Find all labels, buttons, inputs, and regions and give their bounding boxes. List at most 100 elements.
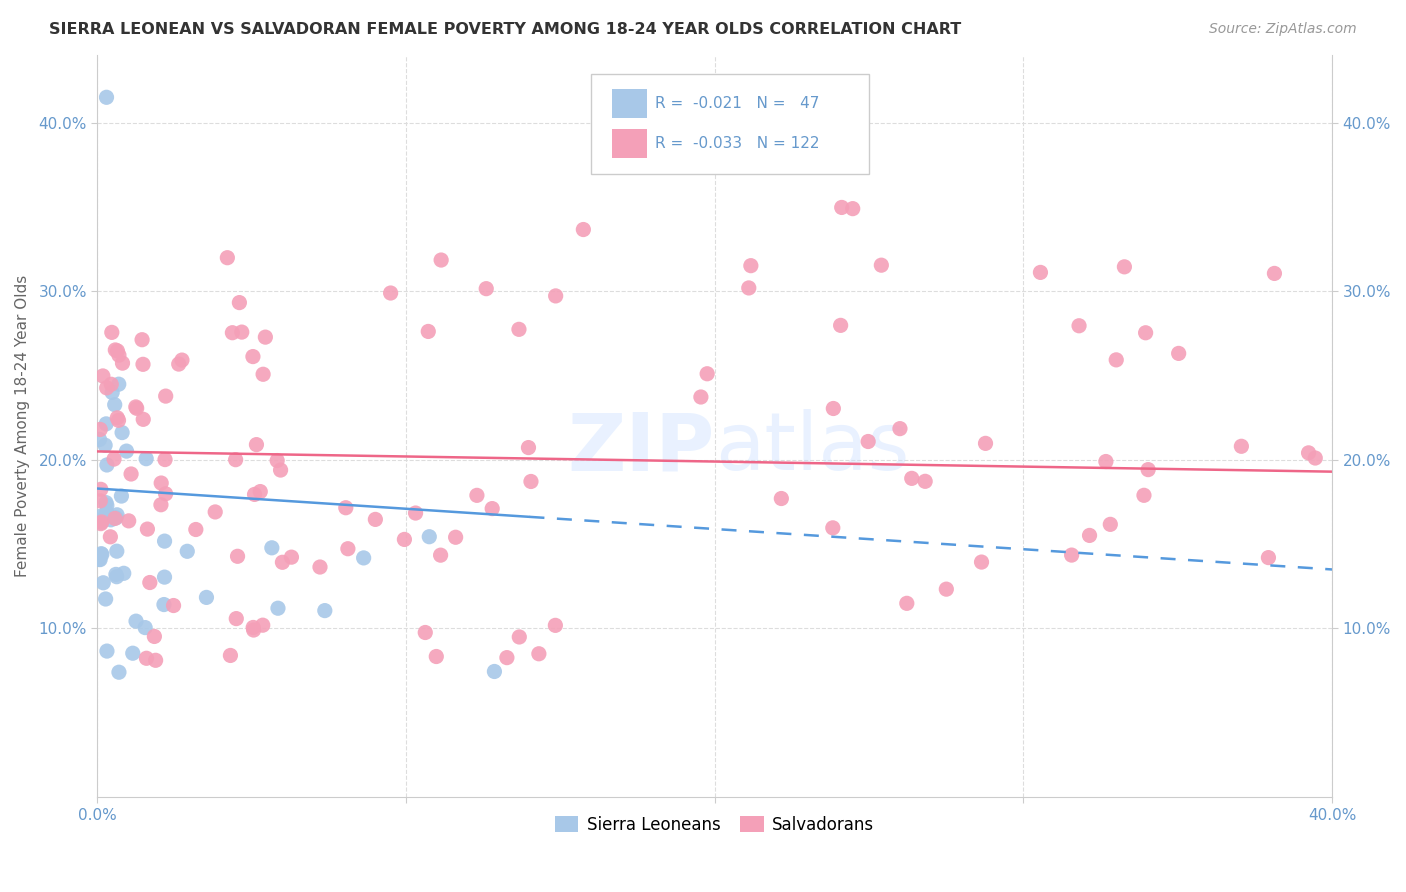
Point (740, 259, 762, 273)
Point (89, 494, 111, 508)
Point (94, 417, 117, 431)
Point (153, 598, 176, 612)
Point (252, 618, 274, 632)
Point (394, 533, 416, 547)
Point (111, 425, 134, 440)
Point (823, 401, 845, 416)
Point (242, 350, 264, 364)
Point (115, 444, 138, 458)
Point (418, 325, 440, 339)
Point (125, 614, 148, 628)
Point (132, 412, 155, 426)
Point (271, 555, 294, 569)
Point (249, 484, 271, 499)
Point (475, 282, 498, 296)
Point (1263, 267, 1285, 281)
Point (225, 612, 247, 626)
Point (544, 618, 567, 632)
Point (444, 530, 467, 544)
Point (520, 475, 543, 489)
Point (1230, 439, 1253, 453)
Point (167, 357, 190, 371)
Point (104, 398, 127, 412)
Point (135, 451, 157, 466)
Point (101, 326, 124, 340)
Point (481, 501, 503, 516)
Point (94, 508, 117, 523)
Point (96, 90, 118, 104)
Point (413, 625, 436, 640)
Point (136, 522, 159, 536)
Text: ZIP: ZIP (568, 409, 714, 487)
Point (280, 550, 302, 565)
Point (149, 498, 172, 512)
Point (90, 516, 112, 531)
Point (336, 541, 359, 556)
Point (101, 385, 124, 400)
Text: Source: ZipAtlas.com: Source: ZipAtlas.com (1209, 22, 1357, 37)
Point (314, 604, 336, 618)
Point (103, 452, 125, 467)
Point (108, 348, 131, 362)
Point (132, 357, 155, 371)
Point (243, 487, 266, 501)
Point (841, 202, 863, 216)
Point (738, 281, 761, 295)
Point (125, 401, 148, 416)
Point (145, 653, 167, 667)
Point (111, 356, 134, 370)
Point (90, 483, 112, 497)
Point (1099, 517, 1122, 532)
Point (696, 367, 718, 381)
Point (107, 377, 129, 392)
Point (96, 644, 118, 658)
Point (90, 516, 112, 530)
Point (107, 413, 129, 427)
Point (889, 422, 911, 436)
Point (1029, 265, 1052, 279)
Point (418, 530, 440, 544)
Point (1067, 318, 1090, 333)
Point (896, 596, 918, 610)
Point (89, 552, 111, 566)
Point (935, 582, 957, 596)
Point (242, 623, 264, 637)
Point (104, 343, 127, 357)
Legend: Sierra Leoneans, Salvadorans: Sierra Leoneans, Salvadorans (548, 809, 882, 841)
Point (150, 476, 173, 491)
Point (221, 326, 243, 340)
Point (335, 500, 357, 515)
Point (900, 471, 922, 485)
Point (1257, 550, 1279, 565)
Point (572, 222, 595, 236)
Point (134, 621, 156, 635)
Point (1303, 450, 1326, 465)
Text: R =  -0.021   N =   47: R = -0.021 N = 47 (655, 95, 820, 111)
Point (105, 508, 128, 522)
Point (1167, 346, 1189, 360)
Point (484, 665, 506, 679)
Point (104, 511, 127, 525)
Point (830, 318, 852, 333)
Point (105, 570, 128, 584)
Point (153, 452, 176, 467)
Point (96, 505, 118, 519)
Point (914, 475, 936, 489)
Point (184, 523, 207, 537)
Point (89, 433, 111, 447)
Point (90, 515, 112, 529)
Point (831, 201, 853, 215)
Point (217, 251, 239, 265)
Point (1078, 528, 1101, 542)
Point (143, 630, 166, 644)
Point (254, 330, 277, 344)
Point (508, 322, 530, 336)
Point (153, 570, 176, 584)
Text: atlas: atlas (714, 409, 910, 487)
Point (1135, 326, 1157, 340)
Point (770, 491, 793, 506)
Point (94, 592, 117, 607)
Point (266, 453, 288, 467)
Point (96, 458, 118, 472)
Point (176, 544, 198, 558)
